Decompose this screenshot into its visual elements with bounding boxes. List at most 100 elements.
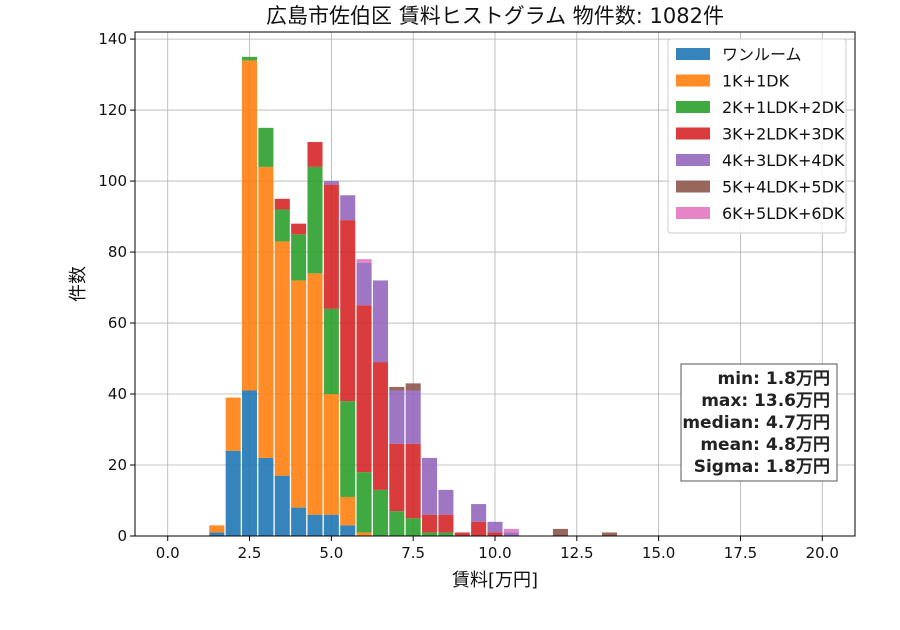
bar-segment bbox=[340, 496, 356, 526]
y-tick-label: 20 bbox=[108, 456, 127, 474]
bar-segment bbox=[438, 489, 454, 515]
bar-segment bbox=[340, 401, 356, 497]
bar-segment bbox=[405, 518, 421, 536]
histogram-bars bbox=[209, 56, 618, 536]
bar-segment bbox=[209, 525, 225, 533]
legend: ワンルーム 1K+1DK 2K+1LDK+2DK 3K+2LDK+3DK 4K+3LDK… bbox=[667, 38, 847, 234]
bar-segment bbox=[291, 507, 307, 536]
bar-segment bbox=[356, 532, 372, 536]
legend-swatch bbox=[676, 180, 710, 193]
bar-segment bbox=[209, 532, 225, 536]
bar-segment bbox=[307, 142, 323, 167]
y-axis-label: 件数 bbox=[68, 266, 89, 302]
bar-segment bbox=[307, 273, 323, 515]
legend-swatch bbox=[676, 154, 710, 166]
bar-segment bbox=[258, 127, 274, 167]
y-tick-label: 140 bbox=[98, 30, 127, 48]
bar-segment bbox=[258, 166, 274, 458]
legend-swatch bbox=[676, 74, 710, 87]
legend-box bbox=[667, 38, 847, 234]
bar-segment bbox=[274, 198, 290, 210]
legend-label: 3K+2LDK+3DK bbox=[722, 125, 845, 144]
bar-segment bbox=[389, 443, 405, 512]
bar-segment bbox=[340, 220, 356, 402]
bar-segment bbox=[274, 209, 290, 242]
bar-segment bbox=[503, 528, 519, 533]
x-axis-ticks: 0.0 2.5 5.0 7.5 10.0 12.5 15.0 17.5 20.0 bbox=[156, 536, 839, 562]
stats-line: max: 13.6万円 bbox=[701, 391, 830, 411]
x-tick-label: 10.0 bbox=[478, 544, 511, 562]
bar-segment bbox=[356, 472, 372, 533]
bar-segment bbox=[340, 525, 356, 536]
bar-segment bbox=[372, 362, 388, 490]
bar-segment bbox=[454, 532, 470, 536]
legend-label: 2K+1LDK+2DK bbox=[722, 98, 845, 117]
bar-segment bbox=[242, 60, 258, 391]
bar-segment bbox=[422, 457, 438, 515]
legend-swatch bbox=[676, 207, 710, 219]
bar-segment bbox=[225, 450, 241, 536]
bar-segment bbox=[307, 166, 323, 274]
y-axis-ticks: 0 20 40 60 80 100 120 140 bbox=[98, 30, 135, 545]
x-axis-label: 賃料[万円] bbox=[452, 570, 538, 591]
stats-frame bbox=[680, 363, 838, 482]
stats-line: min: 1.8万円 bbox=[718, 369, 830, 389]
bar-segment bbox=[389, 390, 405, 444]
bar-segment bbox=[274, 475, 290, 536]
legend-swatch bbox=[676, 48, 710, 60]
bar-segment bbox=[503, 532, 519, 536]
y-tick-label: 80 bbox=[108, 243, 127, 261]
bar-segment bbox=[356, 262, 372, 306]
bar-segment bbox=[356, 259, 372, 263]
y-tick-label: 40 bbox=[108, 385, 127, 403]
bar-segment bbox=[225, 397, 241, 451]
bar-segment bbox=[438, 514, 454, 533]
y-tick-label: 0 bbox=[117, 527, 127, 545]
bar-segment bbox=[389, 386, 405, 391]
x-tick-label: 7.5 bbox=[401, 544, 425, 562]
bar-segment bbox=[274, 241, 290, 476]
legend-label: 6K+5LDK+6DK bbox=[722, 204, 845, 223]
bar-segment bbox=[242, 56, 258, 61]
stats-line: mean: 4.8万円 bbox=[700, 435, 830, 455]
bar-segment bbox=[389, 511, 405, 536]
legend-swatch bbox=[676, 127, 710, 140]
stats-line: Sigma: 1.8万円 bbox=[694, 457, 830, 477]
bar-segment bbox=[323, 181, 339, 185]
y-tick-label: 120 bbox=[98, 101, 127, 119]
legend-swatch bbox=[676, 101, 710, 113]
x-tick-label: 2.5 bbox=[238, 544, 262, 562]
y-tick-label: 100 bbox=[98, 172, 127, 190]
bar-segment bbox=[405, 390, 421, 444]
bar-segment bbox=[258, 457, 274, 536]
legend-label: ワンルーム bbox=[722, 45, 802, 64]
legend-label: 5K+4LDK+5DK bbox=[722, 178, 845, 197]
bar-segment bbox=[372, 489, 388, 536]
bar-segment bbox=[242, 390, 258, 536]
bar-segment bbox=[405, 443, 421, 519]
stats-line: median: 4.7万円 bbox=[682, 413, 830, 433]
y-tick-label: 60 bbox=[108, 314, 127, 332]
bar-segment bbox=[291, 223, 307, 235]
chart-title: 広島市佐伯区 賃料ヒストグラム 物件数: 1082件 bbox=[266, 4, 724, 28]
legend-label: 4K+3LDK+4DK bbox=[722, 151, 845, 170]
x-tick-label: 5.0 bbox=[319, 544, 343, 562]
bar-segment bbox=[323, 308, 339, 395]
bar-segment bbox=[291, 234, 307, 281]
bar-segment bbox=[340, 195, 356, 221]
bar-segment bbox=[291, 280, 307, 508]
bar-segment bbox=[552, 528, 568, 536]
bar-segment bbox=[356, 305, 372, 473]
bar-segment bbox=[602, 532, 618, 536]
bar-segment bbox=[487, 521, 503, 533]
x-tick-label: 15.0 bbox=[642, 544, 675, 562]
bar-segment bbox=[323, 514, 339, 536]
x-tick-label: 17.5 bbox=[724, 544, 757, 562]
bar-segment bbox=[323, 184, 339, 309]
x-tick-label: 0.0 bbox=[156, 544, 180, 562]
x-tick-label: 12.5 bbox=[560, 544, 593, 562]
bar-segment bbox=[307, 514, 323, 536]
bar-segment bbox=[422, 532, 438, 536]
legend-label: 1K+1DK bbox=[722, 72, 790, 91]
